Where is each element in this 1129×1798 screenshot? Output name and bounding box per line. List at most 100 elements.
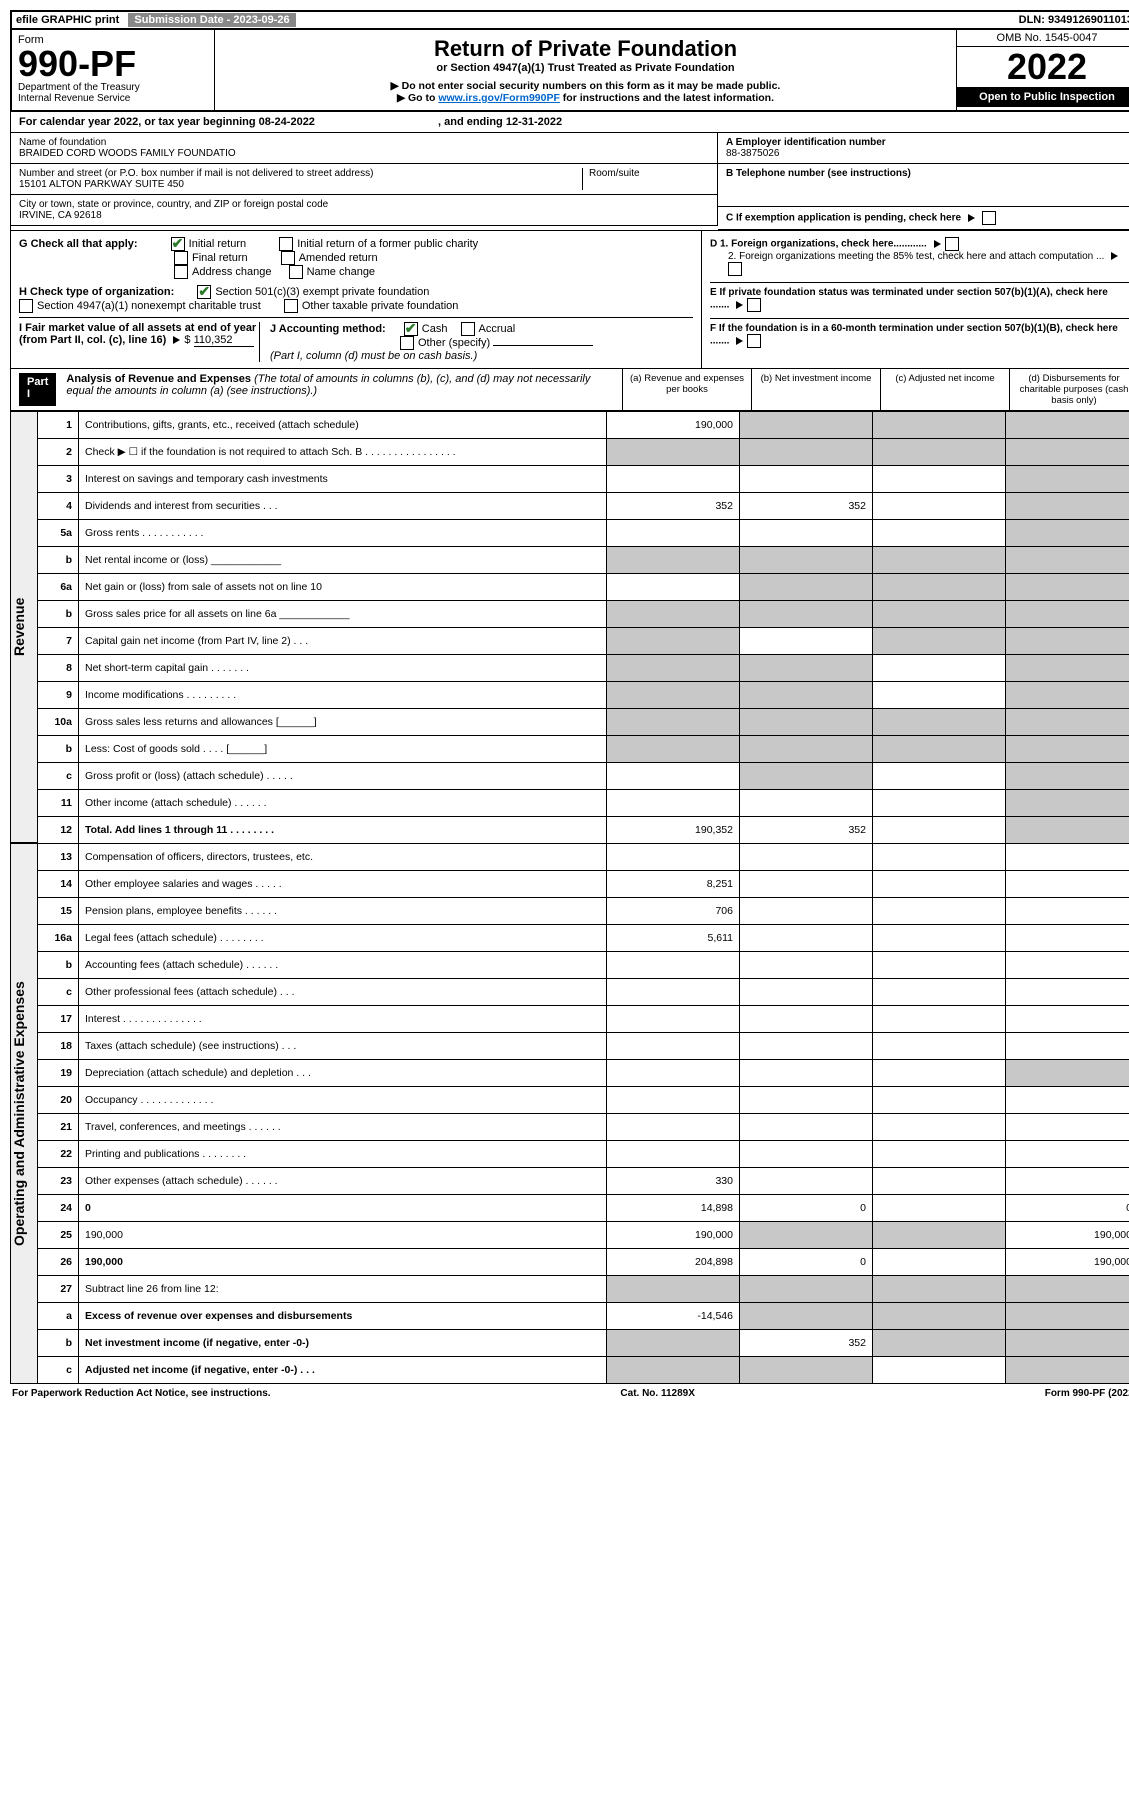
line-value: 352: [740, 1330, 873, 1357]
line-value: 190,000: [1006, 1249, 1129, 1276]
line-value: [740, 1006, 873, 1033]
line-value: [740, 925, 873, 952]
line-value: [740, 1222, 873, 1249]
h-4947-checkbox[interactable]: [19, 299, 33, 313]
instructions-link[interactable]: www.irs.gov/Form990PF: [438, 92, 560, 104]
line-desc: Other expenses (attach schedule) . . . .…: [79, 1168, 607, 1195]
table-row: bAccounting fees (attach schedule) . . .…: [38, 952, 1129, 979]
expenses-side-label: Operating and Administrative Expenses: [10, 843, 38, 1384]
line-value: [873, 736, 1006, 763]
line-value: [873, 466, 1006, 493]
j-cash-checkbox[interactable]: [404, 322, 418, 336]
table-row: 7Capital gain net income (from Part IV, …: [38, 628, 1129, 655]
g-amended-checkbox[interactable]: [281, 251, 295, 265]
part1-label: Part I: [19, 373, 56, 406]
line-number: b: [38, 601, 79, 628]
line-value: [1006, 439, 1129, 466]
line-desc: Travel, conferences, and meetings . . . …: [79, 1114, 607, 1141]
line-value: [873, 628, 1006, 655]
table-row: 21Travel, conferences, and meetings . . …: [38, 1114, 1129, 1141]
d1-checkbox[interactable]: [945, 237, 959, 251]
arrow-icon: [173, 336, 180, 344]
h-501c3-checkbox[interactable]: [197, 285, 211, 299]
h-other-checkbox[interactable]: [284, 299, 298, 313]
table-row: bGross sales price for all assets on lin…: [38, 601, 1129, 628]
line-value: [607, 790, 740, 817]
submission-date: Submission Date - 2023-09-26: [128, 13, 295, 27]
g-initial-return-checkbox[interactable]: [171, 237, 185, 251]
line-value: [1006, 1168, 1129, 1195]
g-name-checkbox[interactable]: [289, 265, 303, 279]
line-value: [873, 1330, 1006, 1357]
revenue-side-label: Revenue: [10, 411, 38, 843]
line-value: [1006, 871, 1129, 898]
table-row: 10aGross sales less returns and allowanc…: [38, 709, 1129, 736]
g-initial-former-checkbox[interactable]: [279, 237, 293, 251]
line-value: [873, 871, 1006, 898]
line-desc: Other professional fees (attach schedule…: [79, 979, 607, 1006]
j-accrual-checkbox[interactable]: [461, 322, 475, 336]
line-number: 3: [38, 466, 79, 493]
entity-info: Name of foundation BRAIDED CORD WOODS FA…: [10, 133, 1129, 231]
line-desc: Dividends and interest from securities .…: [79, 493, 607, 520]
table-row: 26190,000204,8980190,000: [38, 1249, 1129, 1276]
line-number: b: [38, 952, 79, 979]
line-number: b: [38, 1330, 79, 1357]
j-other-checkbox[interactable]: [400, 336, 414, 350]
city-state-zip: IRVINE, CA 92618: [19, 210, 709, 221]
col-c-header: (c) Adjusted net income: [880, 369, 1009, 410]
line-value: -14,546: [607, 1303, 740, 1330]
f-checkbox[interactable]: [747, 334, 761, 348]
table-row: 18Taxes (attach schedule) (see instructi…: [38, 1033, 1129, 1060]
line-value: [740, 1033, 873, 1060]
line-value: [740, 1303, 873, 1330]
line-value: [873, 1114, 1006, 1141]
line-desc: Less: Cost of goods sold . . . . [______…: [79, 736, 607, 763]
line-value: [873, 979, 1006, 1006]
line-number: 27: [38, 1276, 79, 1303]
line-desc: Contributions, gifts, grants, etc., rece…: [79, 412, 607, 439]
g-address-checkbox[interactable]: [174, 265, 188, 279]
line-value: 190,352: [607, 817, 740, 844]
table-row: 25190,000190,000190,000: [38, 1222, 1129, 1249]
line-value: [873, 1087, 1006, 1114]
line-desc: Accounting fees (attach schedule) . . . …: [79, 952, 607, 979]
footer-right: Form 990-PF (2022): [1045, 1388, 1129, 1399]
check-section: G Check all that apply: Initial return I…: [10, 231, 1129, 369]
line-desc: Occupancy . . . . . . . . . . . . .: [79, 1087, 607, 1114]
line-value: [607, 466, 740, 493]
line-number: 12: [38, 817, 79, 844]
line-value: [607, 1006, 740, 1033]
table-row: 23Other expenses (attach schedule) . . .…: [38, 1168, 1129, 1195]
line-value: 8,251: [607, 871, 740, 898]
telephone-label: B Telephone number (see instructions): [726, 168, 1129, 179]
e-checkbox[interactable]: [747, 298, 761, 312]
line-value: [1006, 547, 1129, 574]
line-value: [607, 1087, 740, 1114]
line-value: [740, 601, 873, 628]
line-desc: 190,000: [79, 1249, 607, 1276]
line-value: [1006, 844, 1129, 871]
line-desc: 0: [79, 1195, 607, 1222]
table-row: 5aGross rents . . . . . . . . . . .: [38, 520, 1129, 547]
line-value: 190,000: [607, 412, 740, 439]
line-value: [740, 790, 873, 817]
line-value: [607, 1330, 740, 1357]
top-bar: efile GRAPHIC print Submission Date - 20…: [10, 10, 1129, 30]
d2-checkbox[interactable]: [728, 262, 742, 276]
line-number: 4: [38, 493, 79, 520]
line-value: [607, 682, 740, 709]
line-number: 17: [38, 1006, 79, 1033]
line-value: 330: [607, 1168, 740, 1195]
line-value: 190,000: [607, 1222, 740, 1249]
line-value: [1006, 1303, 1129, 1330]
line-value: [1006, 466, 1129, 493]
line-value: [607, 628, 740, 655]
g-final-checkbox[interactable]: [174, 251, 188, 265]
line-value: [607, 520, 740, 547]
table-row: 15Pension plans, employee benefits . . .…: [38, 898, 1129, 925]
line-value: [873, 682, 1006, 709]
room-label: Room/suite: [582, 168, 709, 190]
line-desc: Adjusted net income (if negative, enter …: [79, 1357, 607, 1384]
c-checkbox[interactable]: [982, 211, 996, 225]
